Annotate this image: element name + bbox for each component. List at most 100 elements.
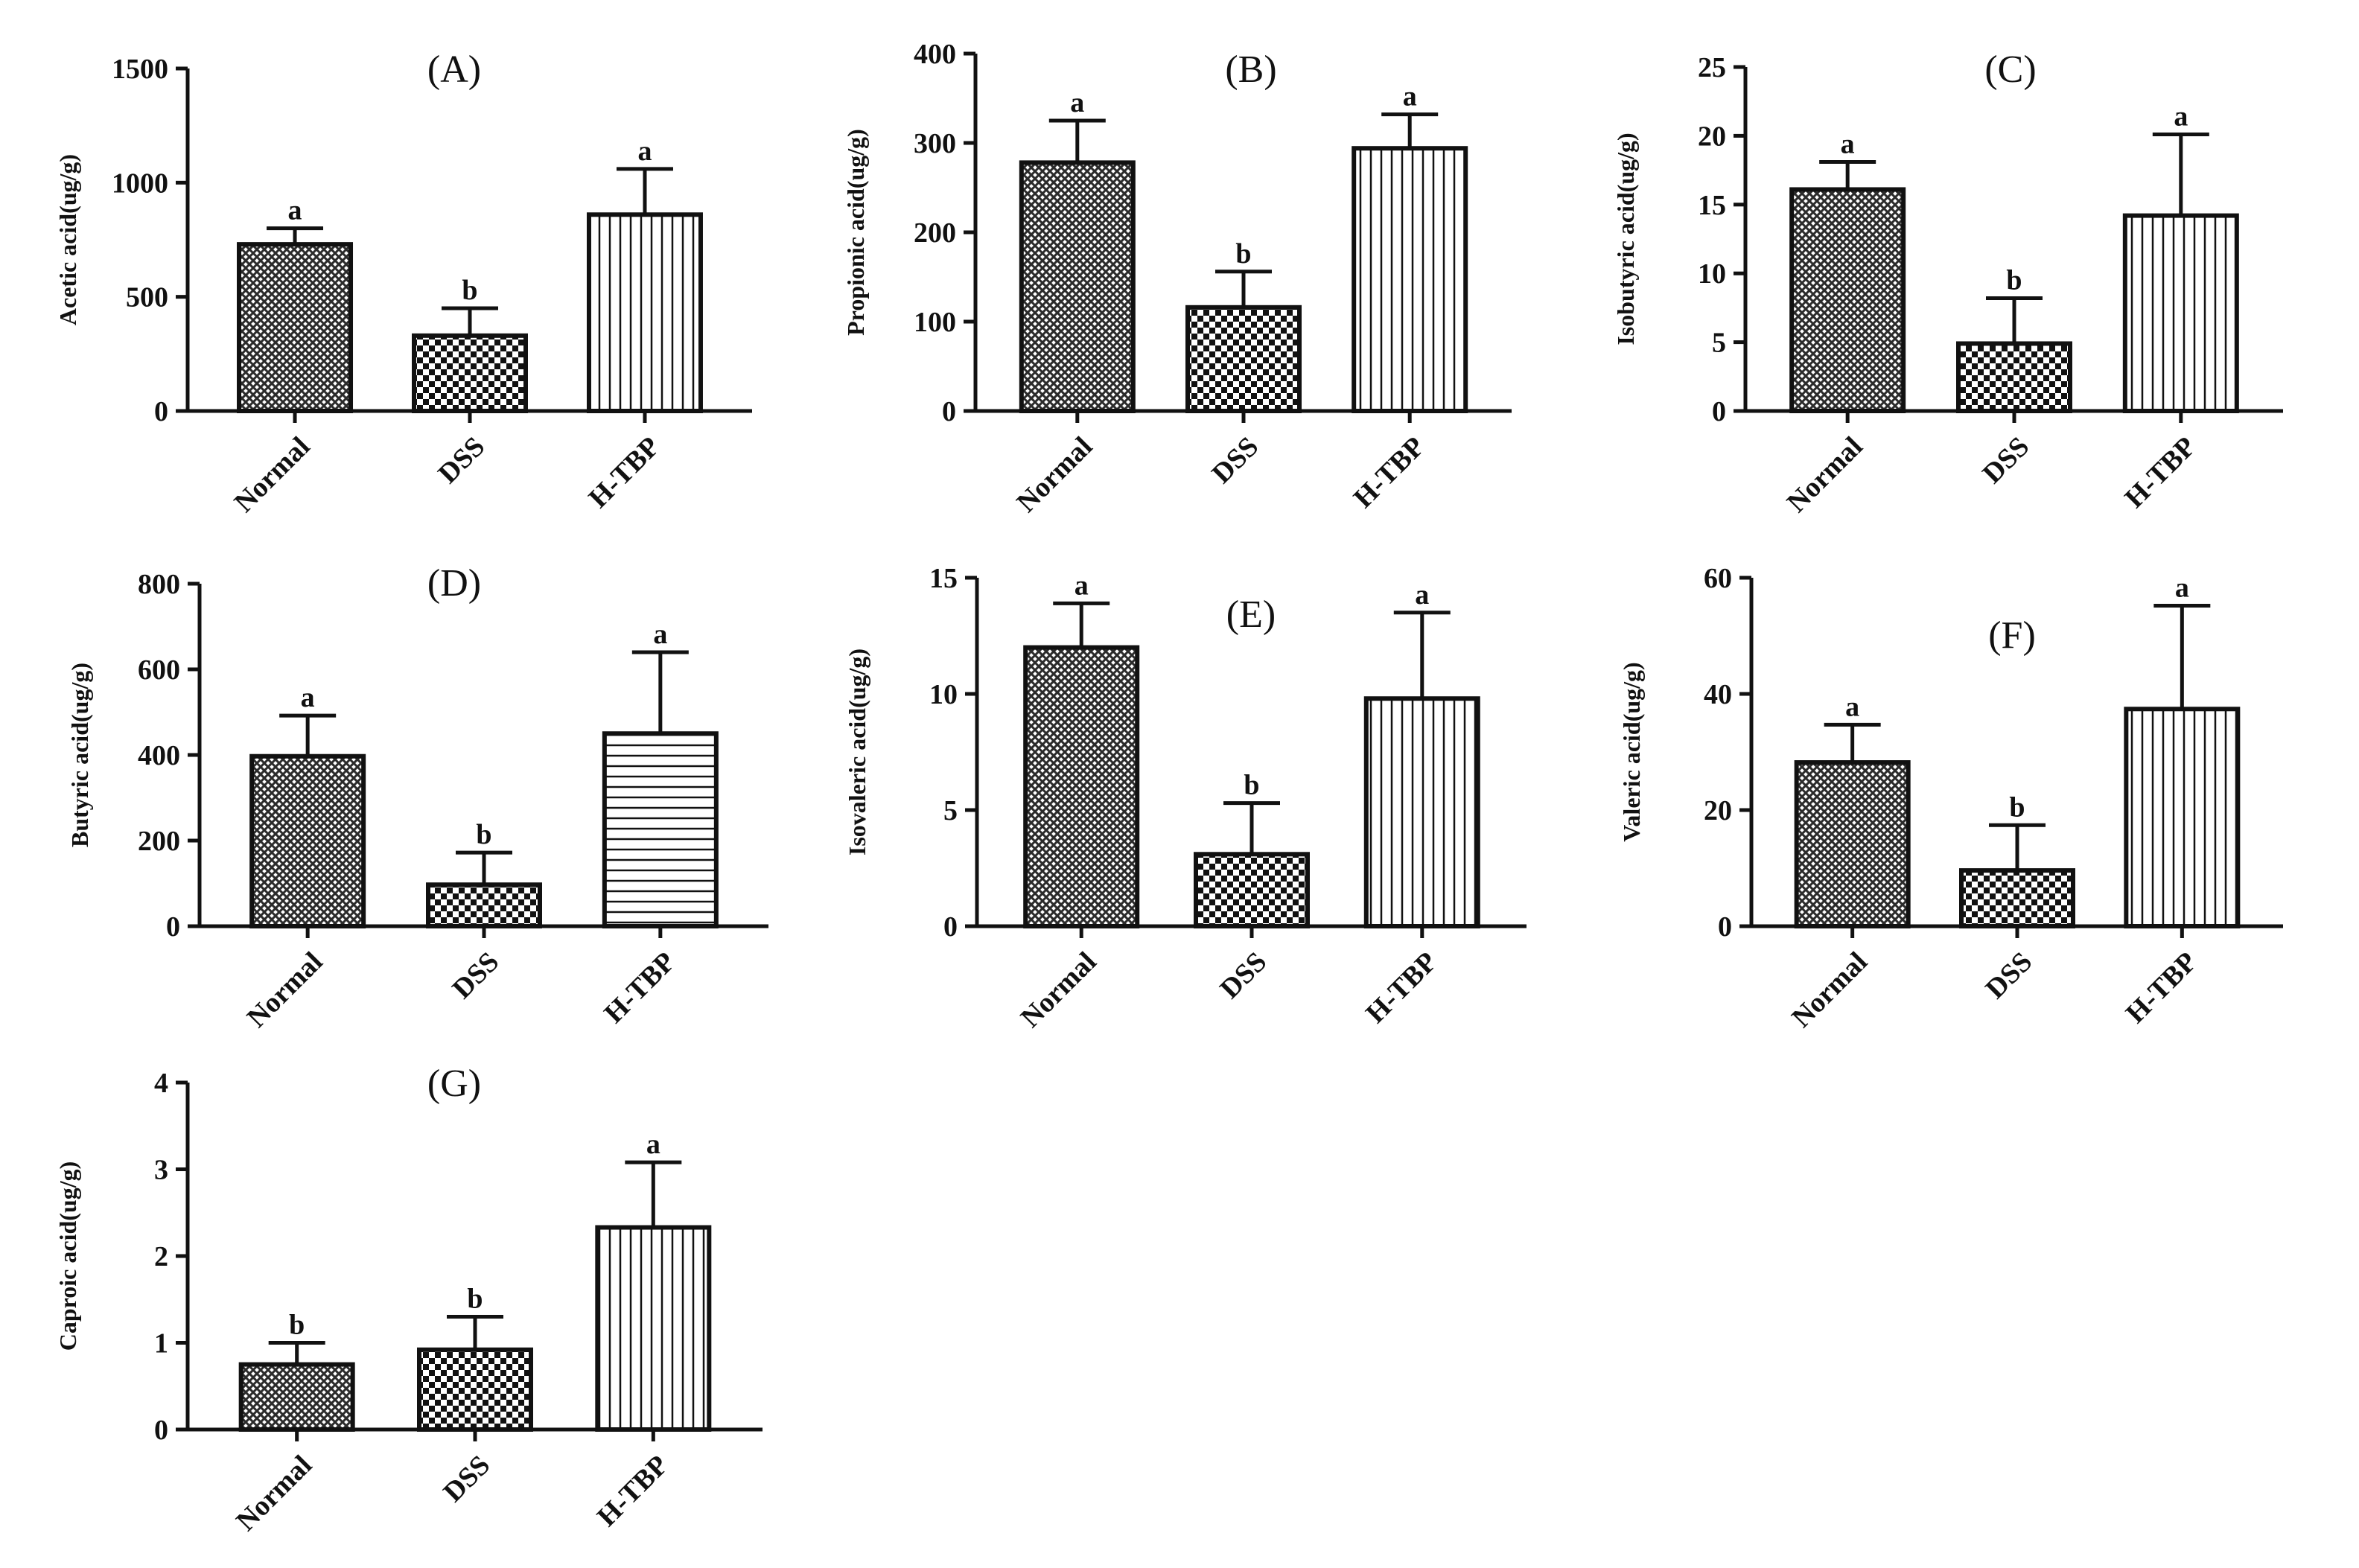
bar-normal: [249, 753, 366, 928]
y-tick-label: 300: [914, 128, 956, 159]
bar-normal: [1789, 187, 1906, 414]
y-axis-label: Acetic acid(ug/g): [54, 154, 81, 325]
y-tick-label: 600: [138, 654, 180, 686]
y-tick-label: 0: [1718, 911, 1732, 943]
y-tick-label: 500: [126, 282, 168, 313]
category-label: H-TBP: [598, 946, 681, 1030]
panel-title: (C): [1984, 48, 2036, 91]
category-label: H-TBP: [2118, 431, 2202, 514]
bar-normal: [1023, 645, 1140, 928]
bar-normal: [1794, 760, 1911, 929]
significance-letter: a: [1075, 570, 1089, 601]
y-tick-label: 20: [1698, 121, 1726, 152]
category-label: H-TBP: [1360, 946, 1443, 1030]
y-tick-label: 5: [1712, 328, 1726, 359]
category-label: DSS: [446, 946, 505, 1005]
bar-dss: [426, 882, 542, 928]
y-axis-label: Propionic acid(ug/g): [842, 129, 869, 336]
category-label: H-TBP: [2120, 946, 2203, 1030]
panel-a: 0 500 1000 1500 Acetic acid(ug/g) (A) a Normal b…: [54, 48, 752, 518]
significance-letter: b: [2009, 791, 2025, 823]
y-tick-label: 1: [154, 1328, 168, 1360]
y-tick-label: 0: [154, 396, 168, 427]
y-tick-label: 100: [914, 307, 956, 338]
category-label: Normal: [1010, 431, 1098, 519]
significance-letter: a: [2175, 572, 2189, 603]
y-tick-label: 800: [138, 569, 180, 600]
significance-letter: a: [637, 136, 652, 167]
y-tick-label: 60: [1704, 563, 1732, 594]
significance-letter: b: [2006, 264, 2022, 296]
y-axis-label: Butyric acid(ug/g): [66, 663, 93, 847]
panel-b: 0 100 200 300 400 Propionic acid(ug/g) (B) a Nor…: [842, 39, 1512, 518]
bar-normal: [238, 1362, 355, 1432]
significance-letter: b: [476, 819, 491, 850]
significance-letter: b: [467, 1284, 483, 1315]
significance-letter: b: [462, 275, 477, 306]
bar-h-tbp: [1352, 146, 1468, 413]
significance-letter: a: [288, 195, 302, 226]
y-tick-label: 25: [1698, 52, 1726, 83]
y-tick-label: 400: [138, 740, 180, 771]
significance-letter: a: [1403, 81, 1417, 112]
category-label: Normal: [1015, 946, 1103, 1034]
bar-normal: [237, 242, 354, 413]
significance-letter: b: [289, 1310, 305, 1341]
bar-dss: [1194, 852, 1310, 929]
category-label: H-TBP: [591, 1450, 675, 1533]
y-axis-label: Isobutyric acid(ug/g): [1612, 133, 1639, 345]
y-tick-label: 0: [166, 911, 180, 943]
y-tick-label: 10: [1698, 258, 1726, 290]
panel-title: (D): [427, 562, 481, 605]
category-label: DSS: [1214, 946, 1273, 1005]
y-tick-label: 1000: [112, 168, 168, 199]
y-tick-label: 0: [943, 911, 958, 943]
y-axis-label: Valeric acid(ug/g): [1618, 662, 1645, 841]
bar-dss: [417, 1347, 533, 1432]
panel-title: (G): [427, 1062, 481, 1105]
y-tick-label: 15: [929, 563, 958, 594]
panel-title: (E): [1226, 593, 1276, 636]
y-tick-label: 3: [154, 1155, 168, 1186]
panel-g: 0 1 2 3 4 Caproic acid(ug/g) (G) b Normal b DSS a H-…: [54, 1062, 763, 1537]
significance-letter: a: [653, 619, 667, 650]
bar-h-tbp: [2122, 213, 2239, 413]
panel-title: (F): [1988, 614, 2036, 657]
significance-letter: a: [1070, 87, 1084, 118]
category-label: Normal: [1781, 431, 1869, 519]
y-tick-label: 2: [154, 1241, 168, 1272]
bar-dss: [1185, 305, 1302, 413]
bar-h-tbp: [2124, 707, 2241, 929]
y-tick-label: 0: [942, 396, 956, 427]
y-tick-label: 200: [914, 217, 956, 249]
y-axis-label: Caproic acid(ug/g): [54, 1161, 81, 1351]
y-tick-label: 4: [154, 1068, 168, 1099]
category-label: Normal: [241, 946, 329, 1034]
bar-h-tbp: [595, 1225, 712, 1432]
panel-f: 0 20 40 60 Valeric acid(ug/g) (F) a Normal b DSS a…: [1618, 563, 2283, 1033]
panel-title: (B): [1225, 48, 1276, 91]
category-label: DSS: [1979, 946, 2038, 1005]
y-tick-label: 5: [943, 795, 958, 826]
y-tick-label: 0: [154, 1415, 168, 1446]
category-label: DSS: [1976, 431, 2035, 490]
significance-letter: a: [1845, 691, 1859, 722]
significance-letter: b: [1244, 770, 1259, 801]
category-label: Normal: [1786, 946, 1873, 1034]
bar-h-tbp: [1363, 696, 1480, 928]
bar-h-tbp: [586, 212, 703, 413]
y-tick-label: 400: [914, 39, 956, 70]
y-axis-label: Isovaleric acid(ug/g): [844, 648, 870, 855]
y-tick-label: 200: [138, 826, 180, 857]
bar-dss: [412, 333, 528, 413]
panel-c: 0 5 10 15 20 25 Isobutyric acid(ug/g) (C) a Norma…: [1612, 48, 2283, 518]
category-label: DSS: [432, 431, 491, 490]
y-tick-label: 40: [1704, 679, 1732, 710]
significance-letter: a: [301, 682, 315, 713]
y-tick-label: 20: [1704, 795, 1732, 826]
bar-h-tbp: [602, 731, 719, 928]
panel-d: 0 200 400 600 800 Butyric acid(ug/g) (D) a Norma…: [66, 562, 768, 1033]
category-label: H-TBP: [1348, 431, 1431, 514]
panel-e: 0 5 10 15 Isovaleric acid(ug/g) (E) a Normal b DS…: [844, 563, 1526, 1033]
category-label: Normal: [229, 431, 316, 519]
